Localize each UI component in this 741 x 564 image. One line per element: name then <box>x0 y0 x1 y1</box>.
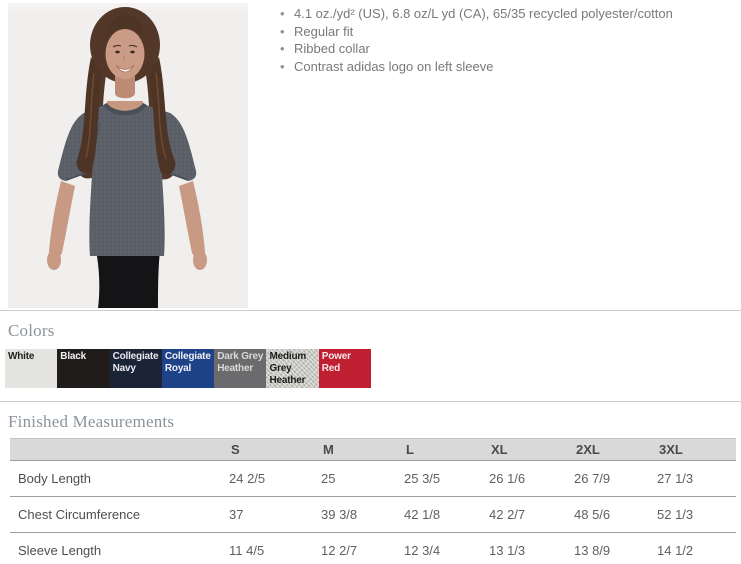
measurements-table: S M L XL 2XL 3XL Body Length 24 2/5 25 2… <box>10 438 736 564</box>
feature-item: • Contrast adidas logo on left sleeve <box>280 58 735 76</box>
size-header-m: M <box>323 442 334 457</box>
size-header-2xl: 2XL <box>576 442 600 457</box>
table-row: Chest Circumference 37 39 3/8 42 1/8 42 … <box>10 496 736 533</box>
feature-text: Contrast adidas logo on left sleeve <box>294 58 494 74</box>
colors-heading: Colors <box>8 321 55 340</box>
row-label: Body Length <box>18 471 92 486</box>
color-swatch-row: White Black Collegiate Navy Collegiate R… <box>5 349 372 388</box>
table-row: Body Length 24 2/5 25 25 3/5 26 1/6 26 7… <box>10 460 736 497</box>
feature-text: Regular fit <box>294 23 354 39</box>
measurement-value: 25 <box>321 471 336 486</box>
measurement-value: 27 1/3 <box>657 471 694 486</box>
measurement-value: 26 7/9 <box>574 471 611 486</box>
finished-measurements-heading: Finished Measurements <box>8 412 175 431</box>
section-divider <box>0 310 741 311</box>
table-row: Sleeve Length 11 4/5 12 2/7 12 3/4 13 1/… <box>10 532 736 564</box>
measurement-value: 37 <box>229 507 244 522</box>
model-illustration <box>8 3 248 308</box>
measurement-value: 25 3/5 <box>404 471 441 486</box>
table-header-row: S M L XL 2XL 3XL <box>10 438 736 461</box>
row-label: Sleeve Length <box>18 543 102 559</box>
measurement-value: 42 1/8 <box>404 507 441 522</box>
product-photo[interactable] <box>8 3 248 308</box>
bullet-icon: • <box>280 41 285 56</box>
color-swatch-black[interactable]: Black <box>57 349 110 388</box>
measurement-value: 42 2/7 <box>489 507 526 522</box>
size-header-s: S <box>231 442 240 457</box>
size-header-3xl: 3XL <box>659 442 683 457</box>
size-header-xl: XL <box>491 442 508 457</box>
bullet-icon: • <box>280 58 285 74</box>
color-swatch-medium-grey-heather[interactable]: Medium Grey Heather <box>266 349 318 388</box>
size-header-l: L <box>406 442 414 457</box>
measurement-value: 39 3/8 <box>321 507 358 522</box>
bullet-icon: • <box>280 23 285 39</box>
color-swatch-white[interactable]: White <box>5 349 58 388</box>
measurement-value: 12 3/4 <box>404 543 441 559</box>
color-swatch-collegiate-navy[interactable]: Collegiate Navy <box>109 349 162 388</box>
measurement-value: 48 5/6 <box>574 507 611 522</box>
measurement-value: 13 1/3 <box>489 543 526 559</box>
feature-item: • 4.1 oz./yd² (US), 6.8 oz/L yd (CA), 65/… <box>280 5 735 23</box>
feature-item: • Ribbed collar <box>280 40 735 58</box>
feature-text: Ribbed collar <box>294 41 370 56</box>
measurement-value: 13 8/9 <box>574 543 611 559</box>
section-divider <box>0 401 741 402</box>
measurement-value: 26 1/6 <box>489 471 526 486</box>
feature-text: 4.1 oz./yd² (US), 6.8 oz/L yd (CA), 65/3… <box>294 6 673 21</box>
feature-item: • Regular fit <box>280 23 735 41</box>
row-label: Chest Circumference <box>18 507 141 522</box>
color-swatch-collegiate-royal[interactable]: Collegiate Royal <box>161 349 215 388</box>
color-swatch-power-red[interactable]: Power Red <box>318 349 372 388</box>
bullet-icon: • <box>280 6 285 21</box>
color-swatch-dark-grey-heather[interactable]: Dark Grey Heather <box>214 349 267 388</box>
measurement-value: 24 2/5 <box>229 471 266 486</box>
size-header-empty <box>10 439 225 461</box>
measurement-value: 11 4/5 <box>229 543 265 559</box>
measurement-value: 52 1/3 <box>657 507 694 522</box>
measurement-value: 14 1/2 <box>657 543 694 559</box>
measurement-value: 12 2/7 <box>321 543 358 559</box>
feature-list: • 4.1 oz./yd² (US), 6.8 oz/L yd (CA), 65/… <box>280 5 735 75</box>
